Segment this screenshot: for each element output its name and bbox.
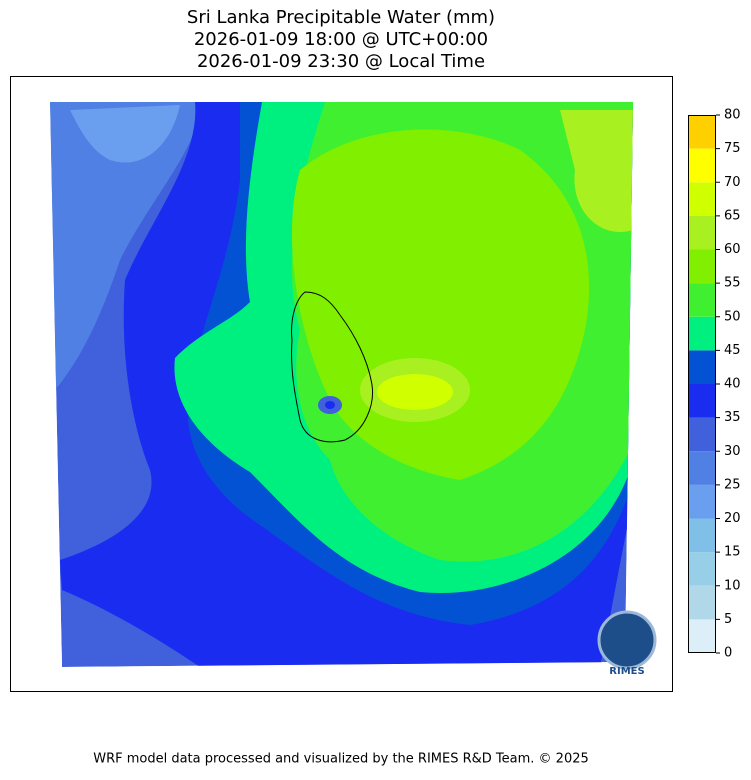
tick-label: 15 <box>724 545 741 560</box>
colorbar-segment <box>688 417 716 452</box>
colorbar-segment <box>688 518 716 553</box>
title: Sri Lanka Precipitable Water (mm) <box>187 7 495 28</box>
colorbar-segment <box>688 585 716 620</box>
map <box>50 102 633 667</box>
tick-label: 35 <box>724 410 741 425</box>
colorbar-segment <box>688 249 716 284</box>
tick-label: 45 <box>724 343 741 358</box>
logo: RIMES <box>597 610 657 677</box>
tick-label: 55 <box>724 276 741 291</box>
colorbar-segment <box>688 215 716 250</box>
tick-label: 10 <box>724 578 741 593</box>
tick-label: 60 <box>724 242 741 257</box>
tick-label: 40 <box>724 377 741 392</box>
tick-label: 75 <box>724 141 741 156</box>
colorbar-segment <box>688 552 716 586</box>
colorbar-segment <box>688 384 716 418</box>
tick-label: 50 <box>724 309 741 324</box>
colorbar-segment <box>688 182 716 216</box>
tick-label: 65 <box>724 208 741 223</box>
tick-label: 70 <box>724 175 741 190</box>
colorbar-segment <box>688 451 716 485</box>
subtitle: 2026-01-09 18:00 @ UTC+00:00 <box>194 29 488 50</box>
colorbar-segment <box>688 619 716 653</box>
colorbar-segment <box>688 484 716 519</box>
tick-label: 80 <box>724 108 741 123</box>
tick-label: 20 <box>724 511 741 526</box>
colorbar-segment <box>688 316 716 351</box>
footer: WRF model data processed and visualized … <box>93 752 589 767</box>
colorbar-border <box>688 115 716 653</box>
coastline <box>291 291 374 443</box>
tick-label: 5 <box>724 612 732 627</box>
tick-label: 25 <box>724 477 741 492</box>
tick-label: 30 <box>724 444 741 459</box>
colorbar-segment <box>688 148 716 183</box>
subtitle: 2026-01-09 23:30 @ Local Time <box>197 51 485 72</box>
colorbar: 0 5 10 15 20 25 30 35 40 45 50 55 60 65 70 75 80 <box>688 108 741 661</box>
logo-text: RIMES <box>609 666 644 677</box>
colorbar-segment <box>688 283 716 317</box>
tick-label: 0 <box>724 646 732 661</box>
colorbar-segment <box>688 350 716 384</box>
colorbar-segment <box>688 115 716 149</box>
